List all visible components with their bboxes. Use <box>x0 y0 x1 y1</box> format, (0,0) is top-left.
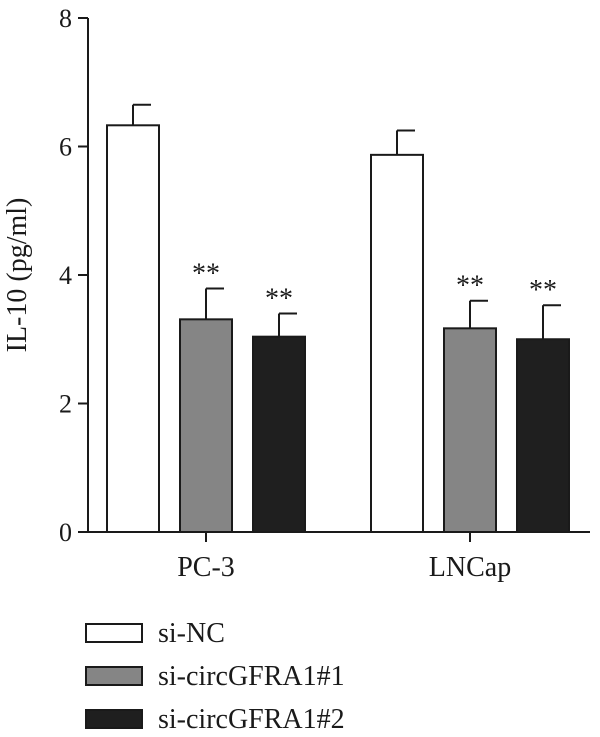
legend-swatch <box>85 709 143 729</box>
bar <box>106 124 160 534</box>
bar <box>252 335 306 533</box>
significance-label: ** <box>192 258 220 289</box>
y-tick-label: 4 <box>59 261 72 290</box>
legend-label: si-circGFRA1#1 <box>158 661 345 692</box>
significance-label: ** <box>529 275 557 306</box>
significance-label: ** <box>265 284 293 315</box>
legend-swatch <box>85 623 143 643</box>
legend: si-NC si-circGFRA1#1 si-circGFRA1#2 <box>85 618 345 735</box>
bar <box>443 327 497 534</box>
y-axis-title: IL-10 (pg/ml) <box>2 198 33 353</box>
axes: 0 2 4 6 8 IL-10 (pg/ml) PC-3 LNCap <box>2 4 590 583</box>
x-tick-label: PC-3 <box>177 552 235 583</box>
y-tick-label: 6 <box>59 133 72 162</box>
legend-label: si-NC <box>158 618 225 649</box>
bar <box>516 338 570 533</box>
legend-swatch <box>85 666 143 686</box>
x-tick-label: LNCap <box>429 552 511 583</box>
bar <box>370 153 424 533</box>
bars: ** ** ** ** <box>106 103 570 534</box>
significance-label: ** <box>456 271 484 302</box>
y-tick-label: 2 <box>59 390 72 419</box>
bar <box>179 318 233 533</box>
y-tick-label: 8 <box>59 4 72 33</box>
legend-label: si-circGFRA1#2 <box>158 704 345 735</box>
y-tick-label: 0 <box>59 518 72 547</box>
